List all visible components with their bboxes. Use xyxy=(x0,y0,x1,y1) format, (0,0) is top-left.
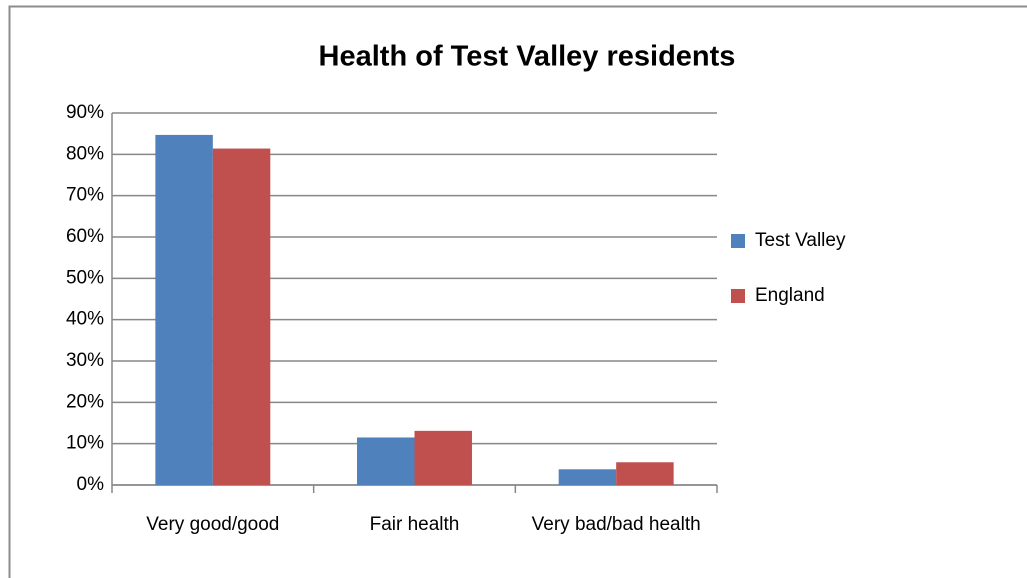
y-tick-label: 20% xyxy=(66,391,104,412)
y-tick-label: 40% xyxy=(66,309,104,330)
y-tick-label: 80% xyxy=(66,143,104,164)
y-tick-label: 10% xyxy=(66,433,104,454)
y-tick-label: 50% xyxy=(66,267,104,288)
bar xyxy=(212,148,271,485)
chart-title: Health of Test Valley residents xyxy=(319,41,736,73)
bar xyxy=(155,134,213,485)
bar xyxy=(616,462,674,485)
x-tick-label: Very good/good xyxy=(146,514,279,535)
y-tick-label: 90% xyxy=(66,102,104,123)
y-tick-label: 70% xyxy=(66,185,104,206)
legend-label: Test Valley xyxy=(755,230,846,251)
legend-label: England xyxy=(755,285,825,306)
bar xyxy=(414,430,472,485)
bar xyxy=(357,437,415,485)
bar xyxy=(558,469,617,485)
x-tick-label: Fair health xyxy=(370,514,460,535)
y-tick-label: 60% xyxy=(66,226,104,247)
x-tick-label: Very bad/bad health xyxy=(532,514,701,535)
y-tick-label: 0% xyxy=(77,474,105,495)
legend-swatch xyxy=(731,234,745,248)
legend-swatch xyxy=(731,289,745,303)
y-tick-label: 30% xyxy=(66,350,104,371)
